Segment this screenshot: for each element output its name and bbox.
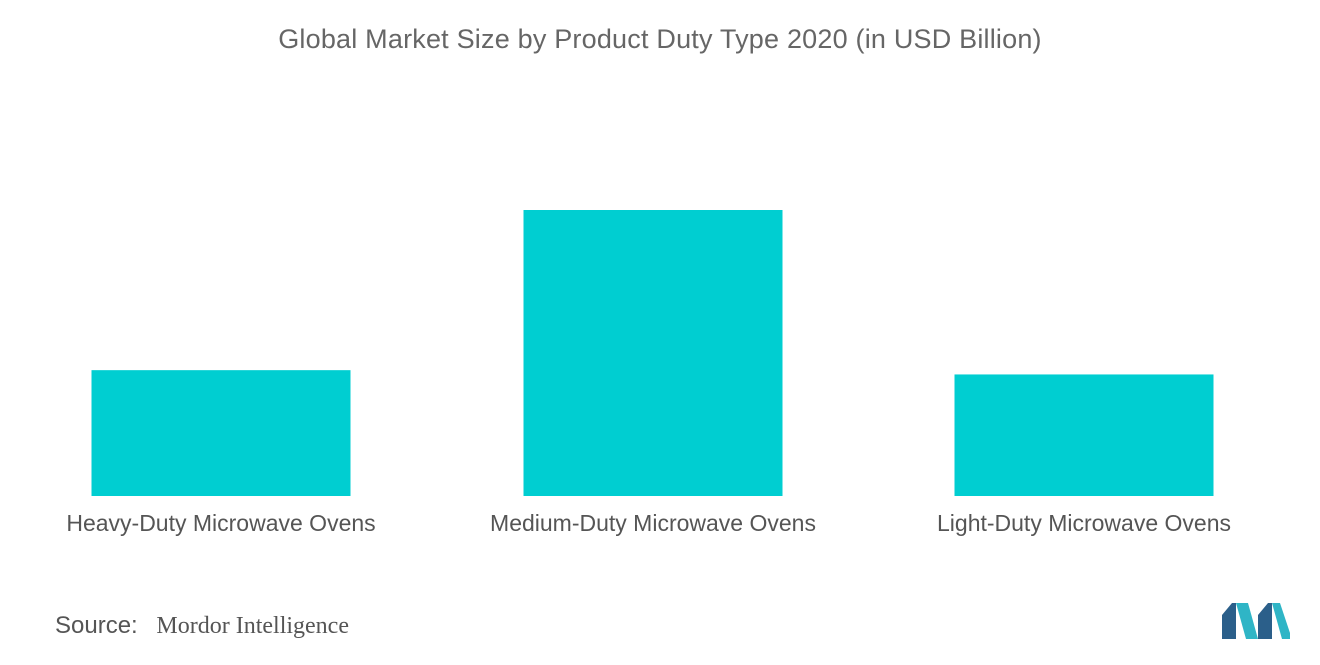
bar-3	[954, 374, 1214, 496]
logo-shape-right	[1272, 603, 1290, 639]
logo-shape-mid-right	[1258, 603, 1272, 639]
bar-chart: Heavy-Duty Microwave Ovens Medium-Duty Mi…	[66, 210, 1231, 536]
source-value: Mordor Intelligence	[156, 613, 349, 639]
logo-shape-left	[1222, 603, 1236, 639]
source-note: Source: Mordor Intelligence	[55, 612, 349, 640]
bar-1	[91, 370, 351, 496]
mordor-intelligence-logo-icon	[1222, 603, 1290, 639]
category-label-2: Medium-Duty Microwave Ovens	[490, 510, 816, 536]
bar-group	[91, 210, 1214, 496]
chart-title: Global Market Size by Product Duty Type …	[278, 24, 1042, 54]
bar-2	[523, 210, 783, 496]
source-label: Source:	[55, 612, 138, 639]
category-label-1: Heavy-Duty Microwave Ovens	[66, 510, 375, 536]
category-label-group: Heavy-Duty Microwave Ovens Medium-Duty Mi…	[66, 510, 1231, 536]
logo-shape-mid-left	[1236, 603, 1258, 639]
category-label-3: Light-Duty Microwave Ovens	[937, 510, 1231, 536]
